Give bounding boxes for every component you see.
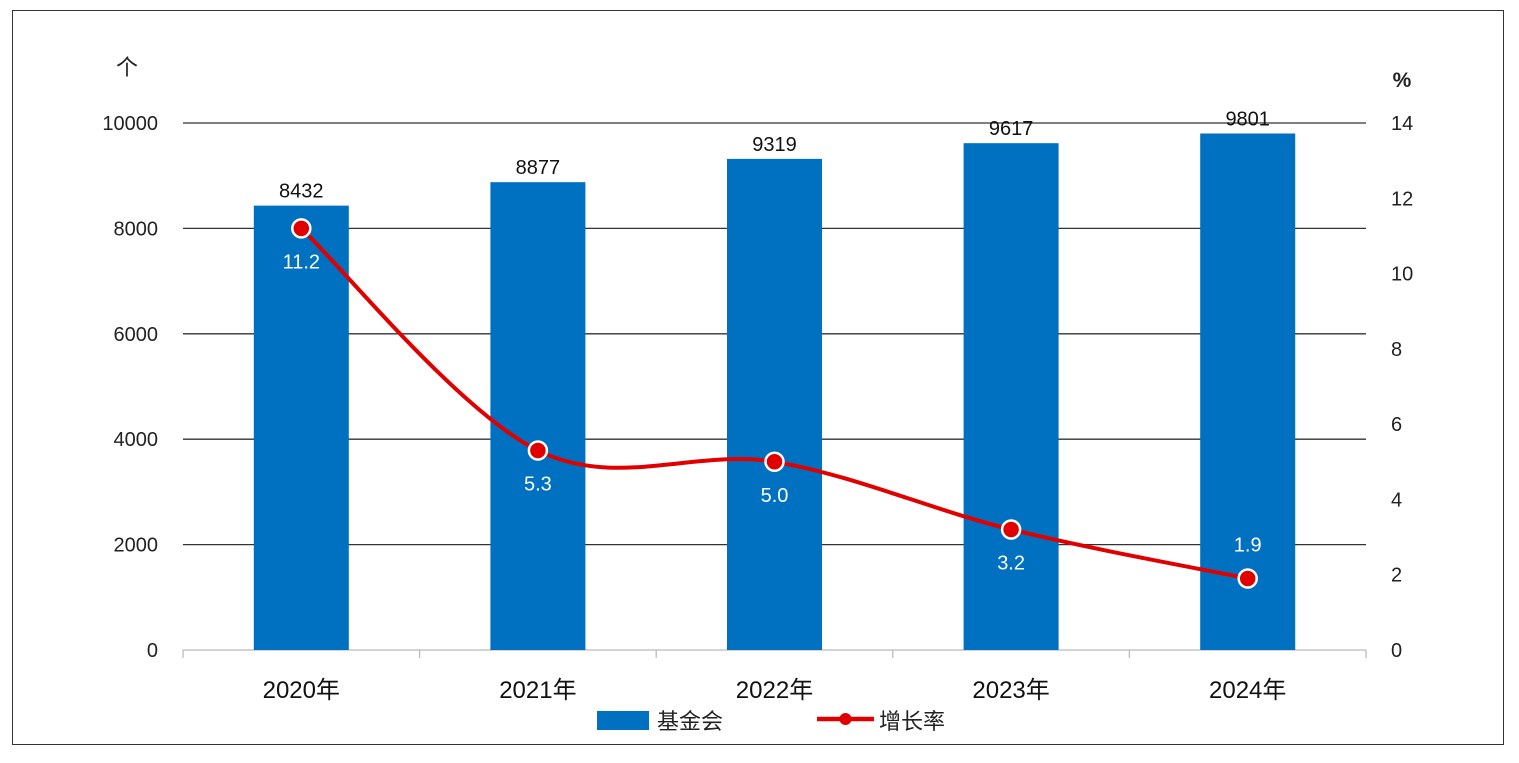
growth-rate-point <box>764 451 785 473</box>
growth-rate-label: 3.2 <box>997 553 1025 575</box>
chart-frame <box>12 10 1504 745</box>
growth-rate-point <box>1237 568 1258 589</box>
y-right-tick-label: 0 <box>1391 640 1402 662</box>
bar-value-label: 8432 <box>279 181 324 203</box>
y-left-tick-label: 10000 <box>102 113 158 135</box>
bar-2021年 <box>490 182 586 650</box>
bar-2022年 <box>727 158 822 650</box>
y-right-tick-label: 10 <box>1391 264 1413 286</box>
growth-rate-point <box>527 440 549 461</box>
bar-value-label: 9617 <box>989 118 1034 140</box>
growth-rate-point <box>291 218 312 239</box>
y-right-tick-label: 4 <box>1391 489 1402 511</box>
y-left-unit-label: 个 <box>116 55 138 80</box>
growth-rate-point <box>1000 519 1022 540</box>
legend-swatch-marker <box>839 713 852 725</box>
y-left-tick-label: 2000 <box>114 535 159 557</box>
y-left-tick-label: 8000 <box>114 218 159 240</box>
legend-swatch-bar <box>597 711 649 730</box>
y-left-tick-label: 4000 <box>114 429 159 451</box>
growth-rate-label: 1.9 <box>1234 534 1262 556</box>
y-left-tick-label: 0 <box>147 640 158 662</box>
bar-value-label: 9801 <box>1225 108 1270 130</box>
x-tick-label: 2021年 <box>499 677 576 704</box>
growth-rate-label: 11.2 <box>283 251 320 273</box>
y-right-tick-label: 12 <box>1391 188 1413 210</box>
x-tick-label: 2024年 <box>1209 677 1286 704</box>
x-tick-label: 2020年 <box>263 677 340 704</box>
y-right-unit-label: % <box>1393 69 1412 92</box>
x-tick-label: 2023年 <box>972 677 1049 704</box>
y-right-tick-label: 2 <box>1391 565 1402 587</box>
y-right-tick-label: 6 <box>1391 414 1402 436</box>
bar-value-label: 9319 <box>752 134 797 156</box>
bar-2024年 <box>1200 133 1296 650</box>
growth-rate-label: 5.0 <box>761 485 789 507</box>
growth-rate-label: 5.3 <box>524 473 552 495</box>
x-tick-label: 2022年 <box>736 677 813 704</box>
growth-rate-line <box>299 226 1249 581</box>
bar-value-label: 8877 <box>516 157 561 179</box>
y-right-tick-label: 8 <box>1391 339 1402 361</box>
bar-2020年 <box>253 205 349 650</box>
legend-label-bar: 基金会 <box>657 709 723 734</box>
y-left-tick-label: 6000 <box>114 324 159 346</box>
legend-label-line: 增长率 <box>879 709 945 734</box>
bar-2023年 <box>963 143 1059 651</box>
y-right-tick-label: 14 <box>1391 113 1413 135</box>
